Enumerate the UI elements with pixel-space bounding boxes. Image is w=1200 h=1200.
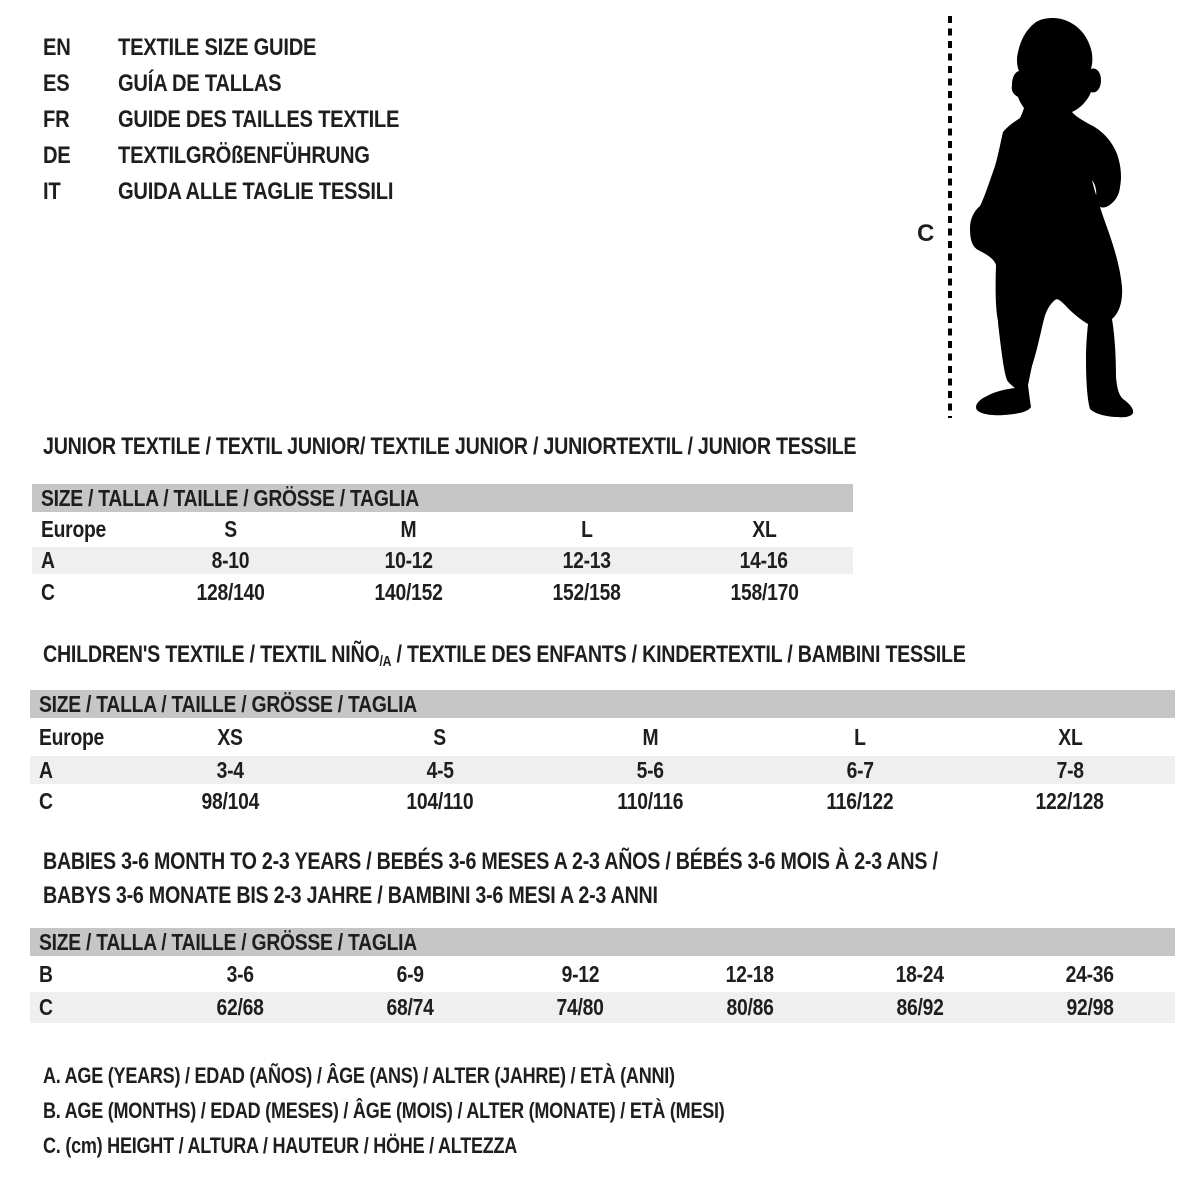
size-header-bar: SIZE / TALLA / TAILLE / GRÖSSE / TAGLIA — [30, 690, 1175, 718]
row-label: A — [41, 547, 55, 573]
size-cell: 6-9 — [396, 960, 424, 987]
table-row-height: C 98/104 104/110 110/116 116/122 122/128 — [30, 784, 1175, 818]
footnote-a: A. AGE (YEARS) / EDAD (AÑOS) / ÂGE (ANS)… — [43, 1063, 675, 1088]
height-measure-label: C — [917, 220, 934, 247]
table-row-age: A 8-10 10-12 12-13 14-16 — [32, 547, 853, 574]
lang-code: FR — [43, 106, 70, 133]
babies-size-table: SIZE / TALLA / TAILLE / GRÖSSE / TAGLIA … — [30, 928, 1175, 1023]
size-cell: 152/158 — [552, 578, 621, 605]
size-cell: 12-13 — [562, 547, 611, 573]
footnote-b: B. AGE (MONTHS) / EDAD (MESES) / ÂGE (MO… — [43, 1098, 725, 1123]
table-row-height: C 62/68 68/74 74/80 80/86 86/92 92/98 — [30, 992, 1175, 1023]
row-label: C — [39, 994, 53, 1020]
table-row-europe: Europe S M L XL — [32, 512, 853, 547]
junior-title-text: JUNIOR TEXTILE / TEXTIL JUNIOR/ TEXTILE … — [43, 433, 857, 460]
size-cell: 7-8 — [1056, 756, 1084, 783]
size-cell: 86/92 — [896, 994, 944, 1020]
size-cell: M — [642, 723, 658, 750]
size-header-label: SIZE / TALLA / TAILLE / GRÖSSE / TAGLIA — [41, 484, 419, 511]
size-cell: XS — [217, 723, 243, 750]
babies-title-line2: BABYS 3-6 MONATE BIS 2-3 JAHRE / BAMBINI… — [43, 882, 658, 909]
size-cell: 92/98 — [1066, 994, 1114, 1020]
size-cell: M — [400, 516, 417, 542]
row-label: Europe — [41, 516, 107, 542]
row-label: Europe — [39, 723, 105, 750]
size-cell: XL — [752, 516, 777, 542]
size-cell: 104/110 — [406, 787, 474, 814]
size-cell: 98/104 — [201, 787, 259, 814]
size-cell: 62/68 — [216, 994, 264, 1020]
table-row-months: B 3-6 6-9 9-12 12-18 18-24 24-36 — [30, 956, 1175, 992]
size-cell: 24-36 — [1065, 960, 1115, 987]
size-cell: 4-5 — [426, 756, 454, 783]
size-cell: 140/152 — [374, 578, 443, 605]
height-measure-figure: C — [900, 0, 1200, 430]
size-cell: S — [433, 723, 447, 750]
row-label: C — [41, 578, 55, 605]
size-header-bar: SIZE / TALLA / TAILLE / GRÖSSE / TAGLIA — [30, 928, 1175, 956]
size-cell: L — [854, 723, 866, 750]
size-cell: 68/74 — [386, 994, 434, 1020]
toddler-silhouette-icon — [970, 18, 1134, 418]
lang-code: DE — [43, 142, 71, 169]
size-header-bar: SIZE / TALLA / TAILLE / GRÖSSE / TAGLIA — [32, 484, 853, 512]
size-cell: 18-24 — [895, 960, 945, 987]
size-cell: 9-12 — [561, 960, 599, 987]
lang-row-en: EN TEXTILE SIZE GUIDE — [43, 30, 453, 66]
size-header-label: SIZE / TALLA / TAILLE / GRÖSSE / TAGLIA — [39, 690, 417, 717]
size-cell: S — [224, 516, 238, 542]
footnotes: A. AGE (YEARS) / EDAD (AÑOS) / ÂGE (ANS)… — [43, 1058, 874, 1163]
lang-title: GUIDE DES TAILLES TEXTILE — [118, 106, 400, 133]
lang-row-de: DE TEXTILGRÖßENFÜHRUNG — [43, 138, 453, 174]
size-cell: 74/80 — [556, 994, 604, 1020]
size-cell: 80/86 — [726, 994, 774, 1020]
size-cell: 12-18 — [725, 960, 775, 987]
lang-code: EN — [43, 34, 71, 61]
lang-row-fr: FR GUIDE DES TAILLES TEXTILE — [43, 102, 453, 138]
size-cell: XL — [1057, 723, 1083, 750]
lang-code: IT — [43, 178, 61, 205]
lang-title: GUIDA ALLE TAGLIE TESSILI — [118, 178, 394, 205]
size-cell: 5-6 — [636, 756, 664, 783]
lang-row-es: ES GUÍA DE TALLAS — [43, 66, 453, 102]
size-cell: 6-7 — [846, 756, 874, 783]
size-cell: 116/122 — [826, 787, 894, 814]
table-row-age: A 3-4 4-5 5-6 6-7 7-8 — [30, 756, 1175, 784]
children-size-table: SIZE / TALLA / TAILLE / GRÖSSE / TAGLIA … — [30, 690, 1175, 818]
row-label: C — [39, 787, 53, 814]
size-header-label: SIZE / TALLA / TAILLE / GRÖSSE / TAGLIA — [39, 928, 417, 955]
lang-title: GUÍA DE TALLAS — [118, 70, 282, 97]
footnote-c: C. (cm) HEIGHT / ALTURA / HAUTEUR / HÖHE… — [43, 1133, 518, 1158]
lang-row-it: IT GUIDA ALLE TAGLIE TESSILI — [43, 174, 453, 210]
lang-code: ES — [43, 70, 70, 97]
size-cell: 3-4 — [216, 756, 244, 783]
babies-title-line1: BABIES 3-6 MONTH TO 2-3 YEARS / BEBÉS 3-… — [43, 848, 938, 875]
row-label: A — [39, 756, 53, 783]
junior-section-title: JUNIOR TEXTILE / TEXTIL JUNIOR/ TEXTILE … — [43, 432, 1035, 462]
size-cell: 8-10 — [212, 547, 250, 573]
size-cell: 122/128 — [1035, 787, 1105, 814]
language-title-list: EN TEXTILE SIZE GUIDE ES GUÍA DE TALLAS … — [43, 30, 453, 210]
row-label: B — [39, 960, 53, 987]
lang-title: TEXTILE SIZE GUIDE — [118, 34, 317, 61]
size-cell: 128/140 — [196, 578, 265, 605]
size-cell: 14-16 — [740, 547, 789, 573]
lang-title: TEXTILGRÖßENFÜHRUNG — [118, 142, 370, 169]
children-section-title: CHILDREN'S TEXTILE / TEXTIL NIÑO/A / TEX… — [43, 640, 1168, 677]
size-cell: 158/170 — [730, 578, 799, 605]
size-cell: 3-6 — [226, 960, 254, 987]
table-row-europe: Europe XS S M L XL — [30, 718, 1175, 756]
junior-size-table: SIZE / TALLA / TAILLE / GRÖSSE / TAGLIA … — [32, 484, 853, 610]
size-cell: 110/116 — [617, 787, 683, 814]
babies-section-title: BABIES 3-6 MONTH TO 2-3 YEARS / BEBÉS 3-… — [43, 845, 1134, 913]
size-cell: L — [580, 516, 593, 542]
nino-a-subscript: /A — [379, 653, 392, 670]
size-cell: 10-12 — [384, 547, 433, 573]
table-row-height: C 128/140 140/152 152/158 158/170 — [32, 574, 853, 610]
children-title-text: CHILDREN'S TEXTILE / TEXTIL NIÑO/A / TEX… — [43, 641, 966, 670]
